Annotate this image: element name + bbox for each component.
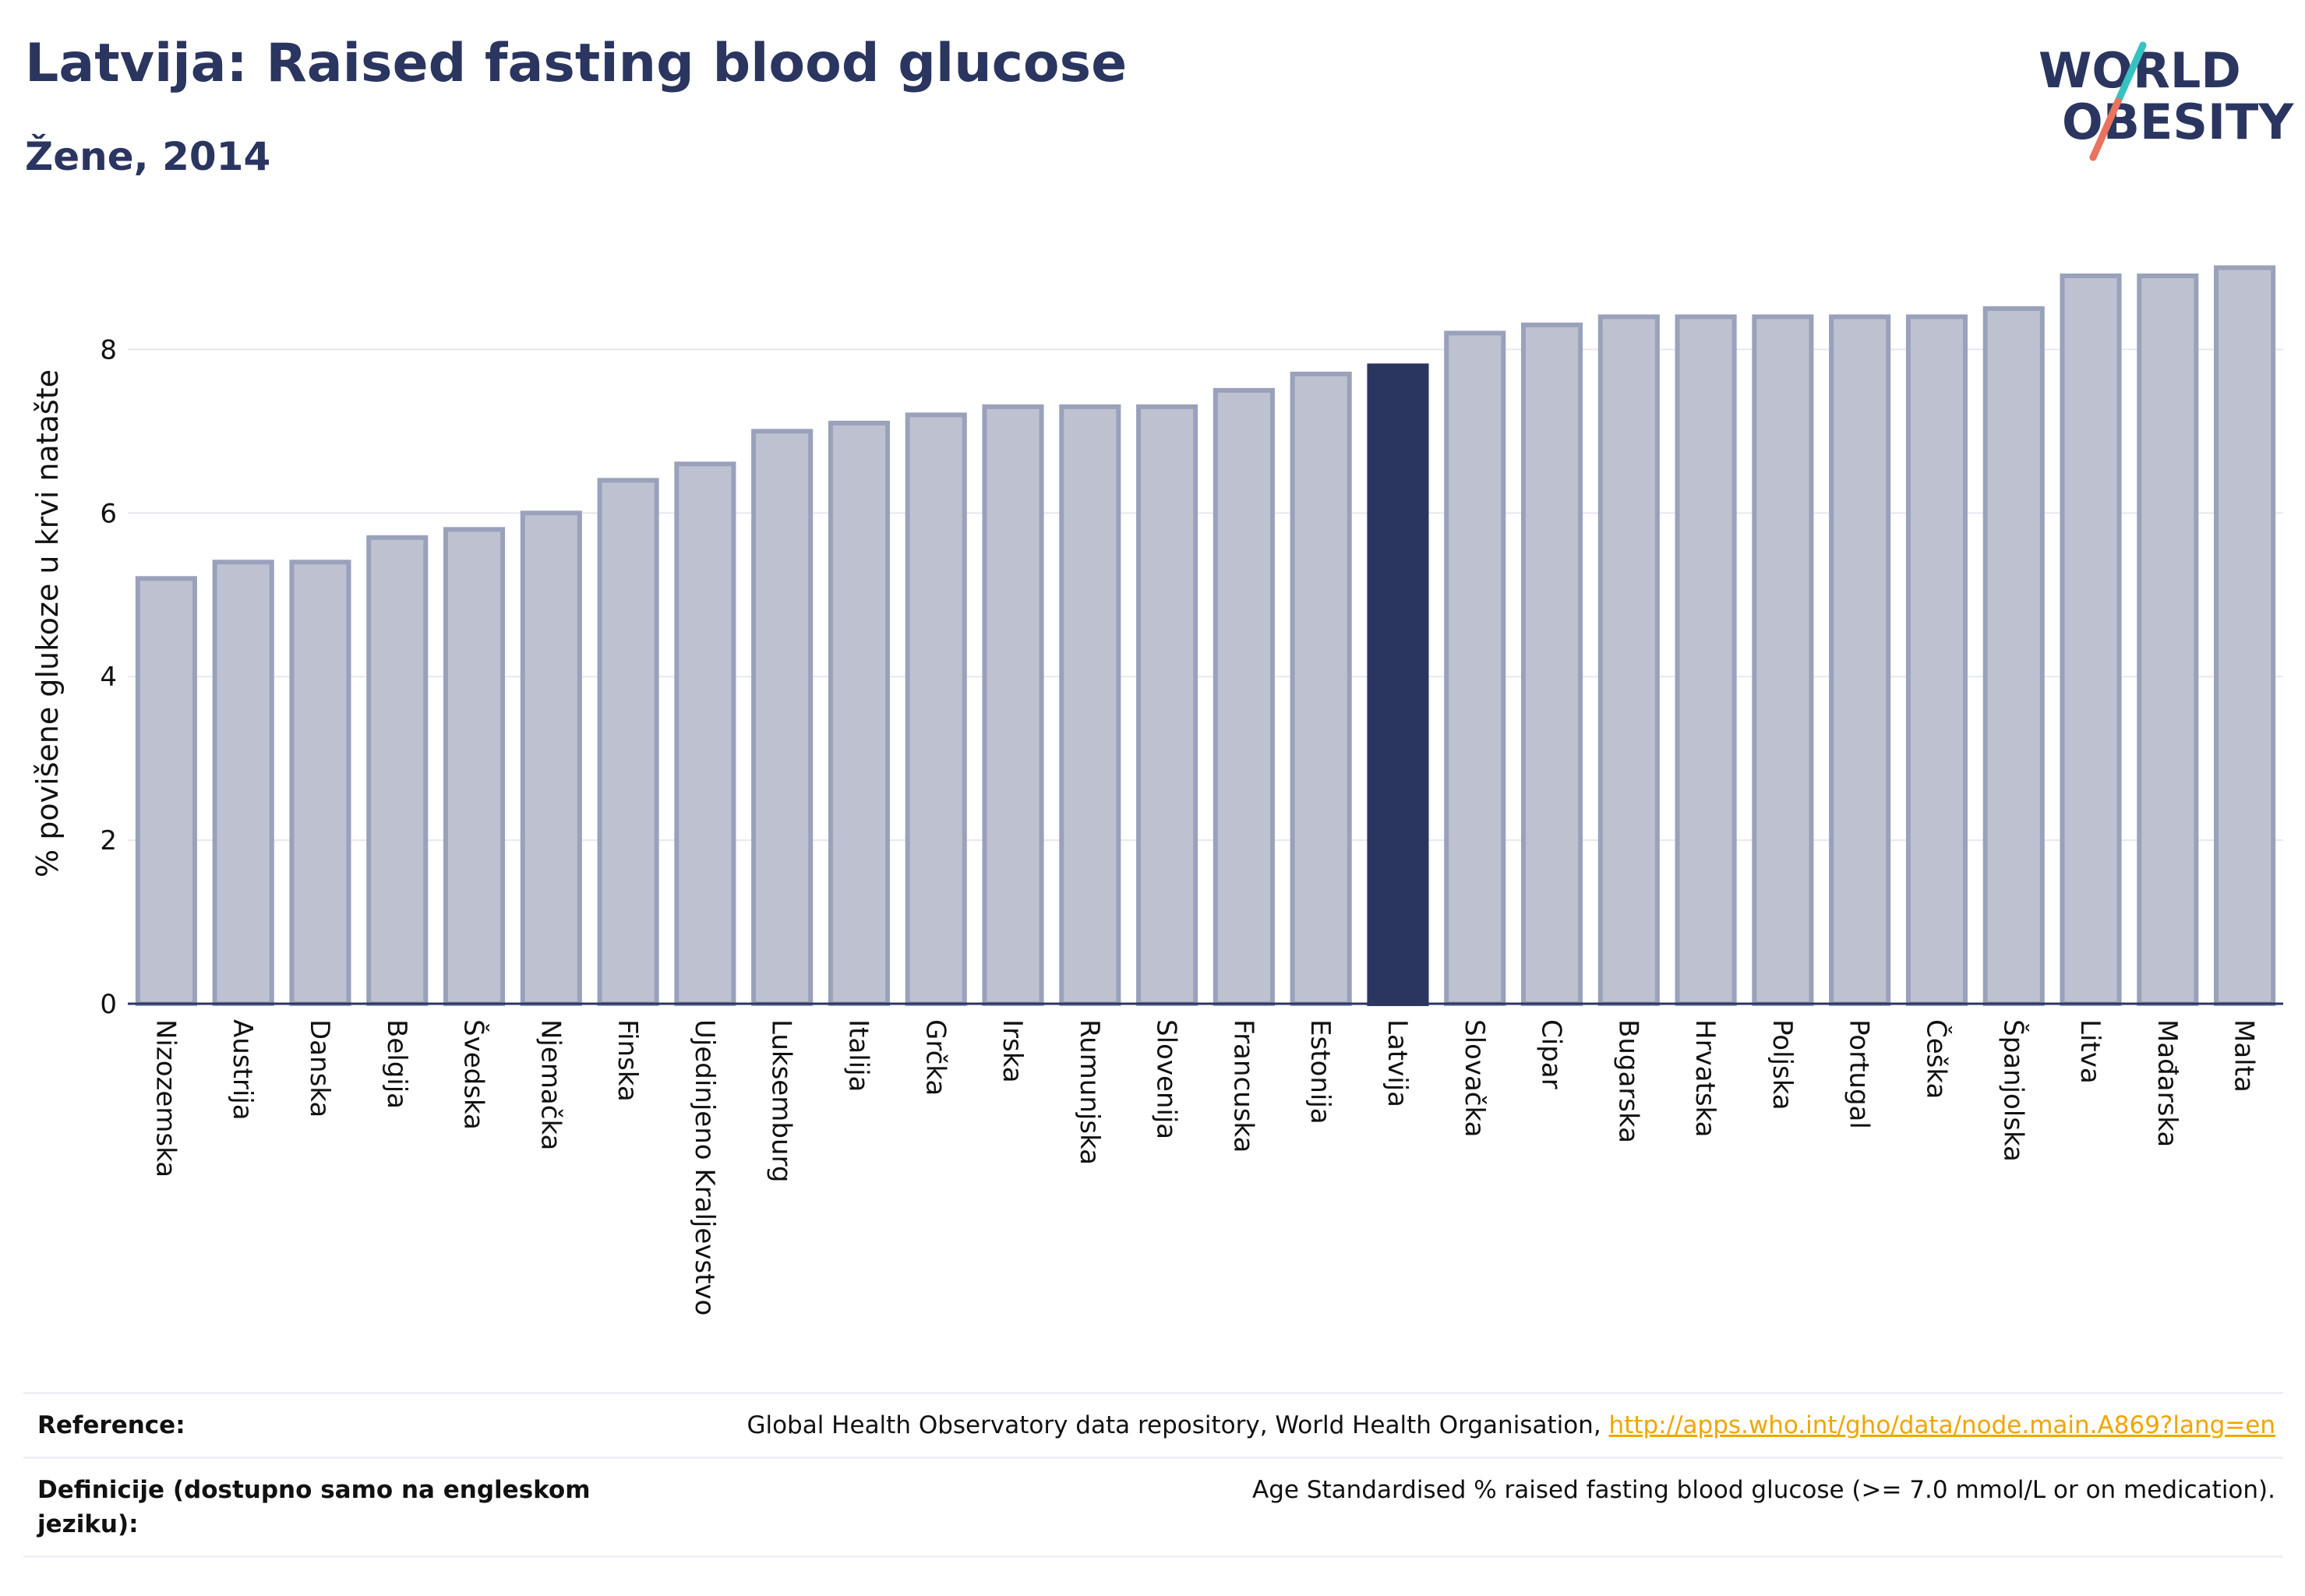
bar [1829, 314, 1891, 1007]
logo-slash-icon [2089, 41, 2147, 161]
x-tick-label: Nizozemska [150, 1019, 181, 1178]
x-tick-label: Italija [842, 1019, 874, 1092]
x-tick-label: Španjolska [1997, 1019, 2029, 1162]
x-tick-label: Češka [1920, 1019, 1952, 1099]
x-tick-label: Estonija [1304, 1019, 1336, 1125]
bar [366, 535, 429, 1006]
definition-row: Definicije (dostupno samo na engleskom j… [23, 1457, 2283, 1557]
x-tick-label: Bugarska [1612, 1019, 1643, 1143]
chart-subtitle: Žene, 2014 [25, 134, 271, 179]
x-tick-label: Luksemburg [766, 1019, 797, 1182]
bar [1597, 314, 1660, 1007]
y-tick-label: 2 [100, 825, 117, 856]
definition-text: Age Standardised % raised fasting blood … [1252, 1476, 2275, 1504]
bar [1367, 363, 1429, 1006]
bar [597, 478, 659, 1006]
bar [2214, 265, 2276, 1006]
x-tick-label: Poljska [1767, 1019, 1798, 1110]
x-tick-label: Slovenija [1151, 1019, 1182, 1139]
x-tick-label: Rumunjska [1074, 1019, 1105, 1165]
bar [2137, 273, 2199, 1006]
bar [1059, 404, 1121, 1007]
bar [1905, 314, 1968, 1007]
x-tick-label: Portugal [1844, 1019, 1875, 1129]
y-axis-label: % povišene glukoze u krvi natašte [30, 369, 65, 877]
bar [1290, 371, 1352, 1006]
bar [1213, 387, 1275, 1007]
reference-label: Reference: [37, 1411, 185, 1439]
bar [982, 404, 1044, 1007]
x-tick-label: Latvija [1382, 1019, 1413, 1107]
bar [1982, 305, 2045, 1007]
bar [443, 527, 506, 1006]
y-tick-label: 0 [100, 989, 117, 1020]
bar [1136, 404, 1198, 1007]
x-tick-label: Cipar [1536, 1019, 1567, 1089]
bar [1444, 330, 1506, 1006]
chart-title: Latvija: Raised fasting blood glucose [25, 33, 1128, 94]
bar [751, 429, 814, 1006]
bar [1520, 322, 1583, 1007]
x-tick-label: Francuska [1227, 1019, 1258, 1153]
bar [1752, 314, 1814, 1007]
reference-row: Reference: Global Health Observatory dat… [23, 1392, 2283, 1457]
bar [905, 412, 967, 1006]
x-tick-label: Malta [2229, 1019, 2260, 1093]
y-tick-label: 4 [100, 662, 117, 693]
reference-link[interactable]: http://apps.who.int/gho/data/node.main.A… [1608, 1411, 2275, 1439]
y-tick-label: 8 [100, 334, 117, 365]
bar [135, 576, 197, 1007]
x-tick-label: Austrija [227, 1019, 258, 1121]
bar [2060, 273, 2122, 1006]
x-tick-label: Finska [612, 1019, 643, 1102]
definition-label: Definicije (dostupno samo na engleskom j… [37, 1476, 591, 1538]
reference-source: Global Health Observatory data repositor… [747, 1411, 1609, 1439]
x-tick-label: Slovačka [1459, 1019, 1490, 1137]
bar-chart: 0 2 4 6 8 % povišene glukoze u krvi natašte Ni… [30, 265, 2283, 1315]
x-tick-label: Danska [304, 1019, 335, 1118]
x-tick-label: Grčka [920, 1019, 951, 1096]
bar [289, 560, 351, 1006]
bar [828, 420, 891, 1006]
world-obesity-logo[interactable]: WORLD OBESITY [2026, 39, 2293, 171]
x-tick-label: Ujedinjeno Kraljevstvo [689, 1019, 720, 1315]
x-tick-label: Belgija [381, 1019, 412, 1109]
x-tick-label: Njemačka [535, 1019, 566, 1150]
bar [674, 461, 736, 1006]
x-tick-label: Hrvatska [1689, 1019, 1721, 1137]
bar [1675, 314, 1737, 1007]
bar [212, 560, 274, 1006]
y-tick-label: 6 [100, 498, 117, 529]
x-tick-label: Litva [2074, 1019, 2106, 1084]
table-divider [23, 1555, 2283, 1558]
x-tick-label: Švedska [458, 1019, 490, 1130]
bar [520, 510, 582, 1006]
x-tick-label: Irska [997, 1019, 1028, 1083]
x-tick-label: Mađarska [2151, 1019, 2183, 1147]
reference-text: Global Health Observatory data repositor… [747, 1408, 2275, 1442]
